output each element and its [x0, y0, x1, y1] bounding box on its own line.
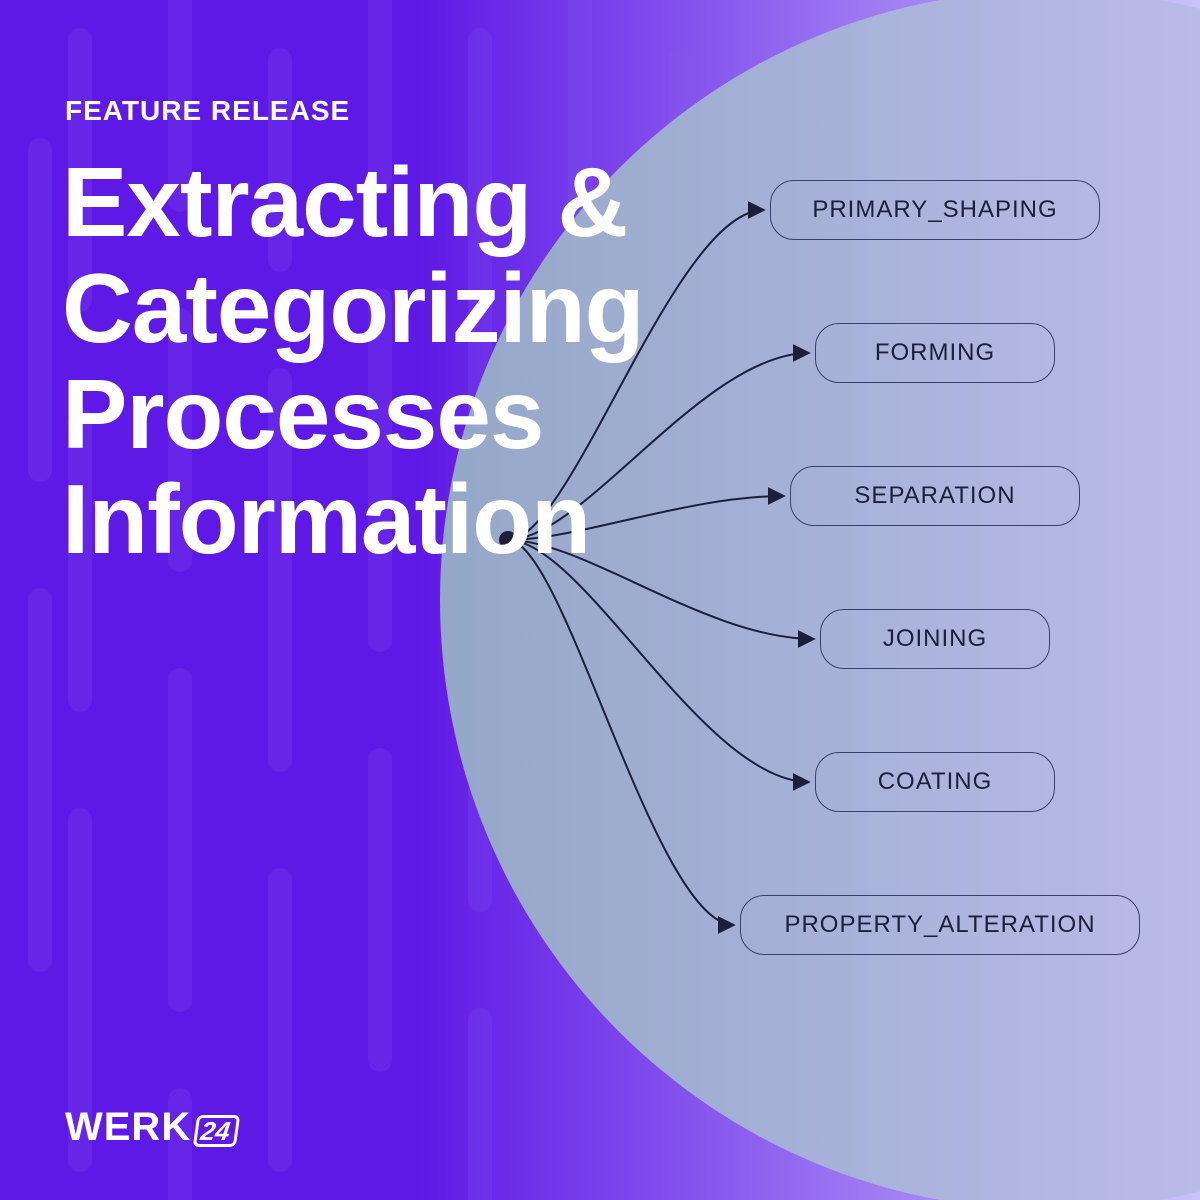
brand-badge: 24 — [193, 1115, 240, 1147]
text-content: FEATURE RELEASE Extracting & Categorizin… — [0, 0, 1200, 1200]
infographic-canvas: PRIMARY_SHAPINGFORMINGSEPARATIONJOININGC… — [0, 0, 1200, 1200]
headline-line-4: Information — [62, 467, 643, 573]
headline-line-3: Processes — [62, 362, 643, 468]
brand-logo: WERK 24 — [65, 1105, 238, 1150]
brand-name: WERK — [65, 1105, 191, 1150]
eyebrow-label: FEATURE RELEASE — [65, 95, 350, 127]
headline-line-2: Categorizing — [62, 256, 643, 362]
headline: Extracting & Categorizing Processes Info… — [62, 150, 643, 573]
headline-line-1: Extracting & — [62, 150, 643, 256]
